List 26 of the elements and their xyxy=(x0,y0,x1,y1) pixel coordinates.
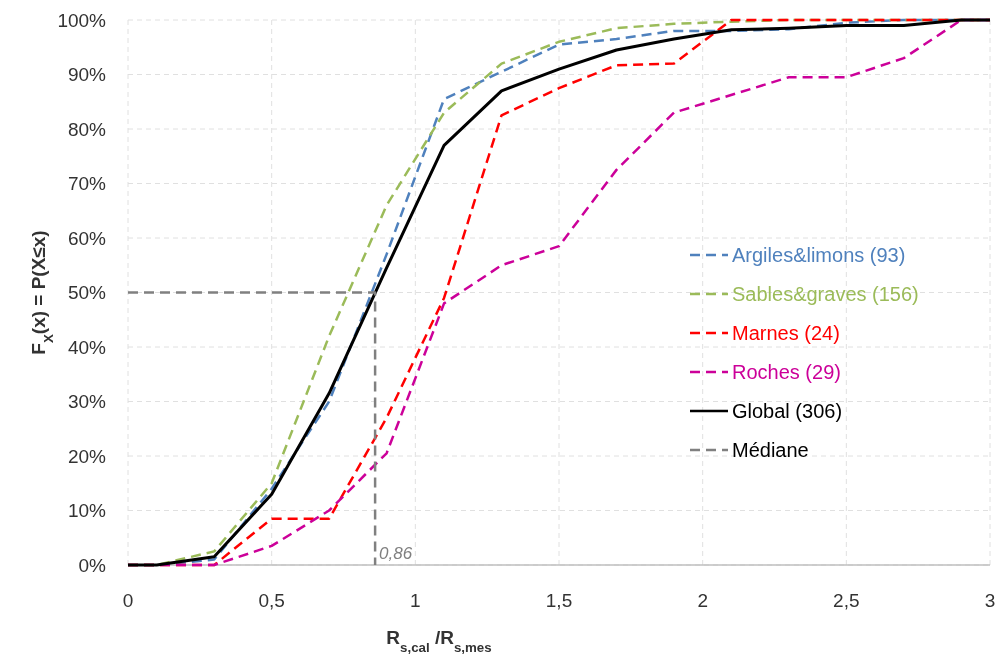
y-tick-label: 30% xyxy=(67,391,107,413)
x-tick-label: 0,5 xyxy=(258,590,285,611)
y-tick-label: 10% xyxy=(67,500,107,522)
x-tick-label: 2 xyxy=(697,590,708,611)
legend-label: Marnes (24) xyxy=(732,322,840,344)
annotation: 0,86 xyxy=(379,544,413,563)
y-tick-label: 90% xyxy=(67,64,107,86)
legend-label: Argiles&limons (93) xyxy=(732,244,906,266)
legend-label: Sables&graves (156) xyxy=(732,283,919,305)
x-tick-label: 2,5 xyxy=(833,590,860,611)
x-tick-label: 1 xyxy=(410,590,421,611)
y-tick-label: 40% xyxy=(67,336,107,358)
x-tick-label: 3 xyxy=(984,590,996,611)
y-tick-label: 50% xyxy=(67,282,107,304)
legend-label: Roches (29) xyxy=(732,361,841,383)
y-tick-label: 60% xyxy=(67,227,107,249)
legend-label: Médiane xyxy=(732,439,809,461)
y-tick-label: 100% xyxy=(57,9,107,31)
y-tick-label: 80% xyxy=(67,118,107,140)
y-tick-label: 70% xyxy=(67,173,107,195)
x-tick-label: 0 xyxy=(122,590,134,611)
x-axis-title: R$_{s,cal}$ /R$_{s,mes}$ xyxy=(386,627,492,655)
y-tick-label: 20% xyxy=(67,445,107,467)
x-tick-label: 1,5 xyxy=(545,590,573,611)
legend-label: Global (306) xyxy=(732,400,843,422)
y-tick-label: 0% xyxy=(78,554,107,576)
